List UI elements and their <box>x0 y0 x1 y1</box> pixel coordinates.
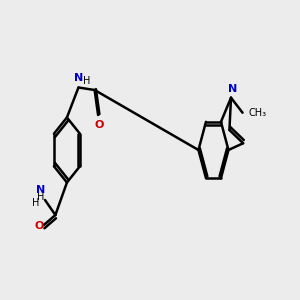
Text: O: O <box>94 120 104 130</box>
Text: H: H <box>32 197 39 208</box>
Text: N: N <box>227 84 237 94</box>
Text: H: H <box>37 193 44 202</box>
Text: CH₃: CH₃ <box>248 108 266 118</box>
Text: H: H <box>83 76 91 86</box>
Text: N: N <box>74 73 83 82</box>
Text: O: O <box>34 221 44 231</box>
Text: N: N <box>36 185 45 195</box>
